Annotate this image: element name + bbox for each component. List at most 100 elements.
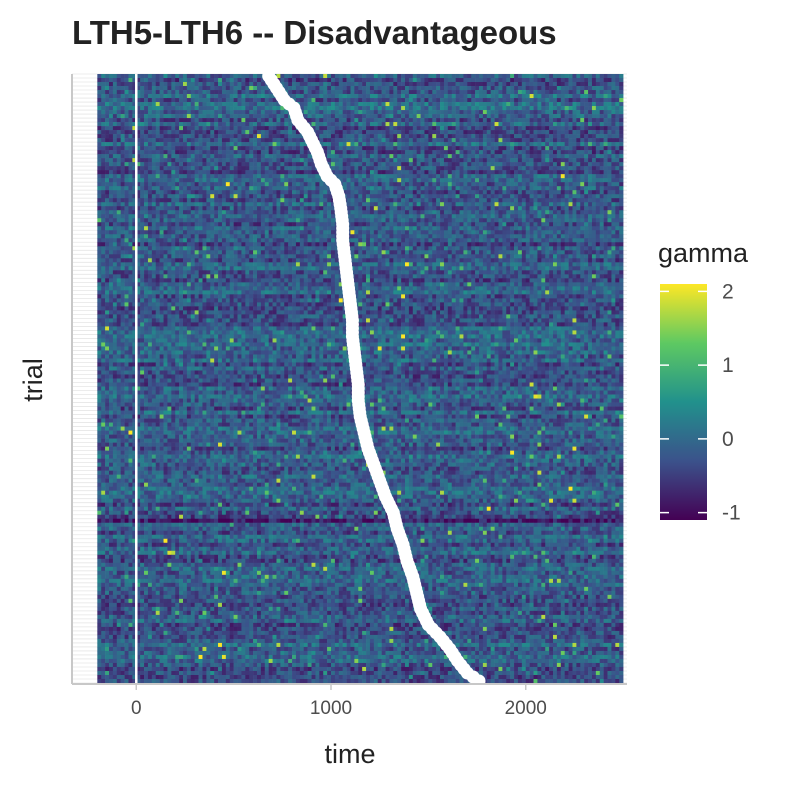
heatmap-cell <box>521 78 527 83</box>
heatmap-cell <box>420 142 425 147</box>
heatmap-cell <box>397 94 402 99</box>
heatmap-cell <box>179 210 184 215</box>
heatmap-cell <box>459 110 464 115</box>
heatmap-cell <box>323 94 328 99</box>
heatmap-cell <box>525 126 530 131</box>
heatmap-cell <box>225 98 231 103</box>
heatmap-cell <box>463 90 468 95</box>
heatmap-cell <box>471 146 476 151</box>
heatmap-cell <box>280 210 285 215</box>
heatmap-cell <box>459 182 464 187</box>
heatmap-cell <box>401 130 406 135</box>
heatmap-cell <box>183 210 188 215</box>
heatmap-cell <box>377 118 382 123</box>
heatmap-cell <box>506 150 511 155</box>
heatmap-cell <box>175 134 180 139</box>
heatmap-cell <box>97 78 102 83</box>
heatmap-cell <box>572 154 577 159</box>
heatmap-cell <box>323 146 328 151</box>
heatmap-cell <box>179 110 184 115</box>
heatmap-cell <box>595 154 601 159</box>
heatmap-cell <box>245 198 250 203</box>
heatmap-cell <box>116 102 121 107</box>
heatmap-cell <box>405 194 410 199</box>
heatmap-cell <box>541 194 546 199</box>
heatmap-cell <box>545 158 550 163</box>
heatmap-cell <box>619 206 624 211</box>
heatmap-cell <box>233 146 238 151</box>
heatmap-cell <box>101 190 106 195</box>
heatmap-cell <box>186 182 192 187</box>
heatmap-cell <box>405 74 410 79</box>
heatmap-cell <box>525 86 530 91</box>
heatmap-cell <box>136 214 141 219</box>
heatmap-cell <box>405 202 410 207</box>
heatmap-cell <box>260 166 266 171</box>
heatmap-cell <box>237 110 242 115</box>
heatmap-cell <box>576 94 581 99</box>
heatmap-cell <box>389 106 394 111</box>
heatmap-cell <box>202 138 207 143</box>
heatmap-cell <box>506 158 511 163</box>
heatmap-cell <box>533 150 538 155</box>
heatmap-cell <box>327 126 332 131</box>
heatmap-cell <box>479 182 484 187</box>
heatmap-cell <box>214 82 219 87</box>
heatmap-cell <box>354 166 359 171</box>
heatmap-cell <box>338 166 343 171</box>
heatmap-cell <box>151 170 157 175</box>
heatmap-cell <box>186 82 192 87</box>
heatmap-cell <box>214 118 219 123</box>
heatmap-cell <box>560 174 565 179</box>
heatmap-cell <box>268 126 273 131</box>
heatmap-cell <box>506 98 511 103</box>
heatmap-cell <box>272 194 277 199</box>
heatmap-cell <box>109 122 114 127</box>
heatmap-cell <box>467 190 472 195</box>
heatmap-cell <box>299 154 305 159</box>
heatmap-cell <box>151 186 157 191</box>
heatmap-cell <box>260 162 266 167</box>
heatmap-cell <box>97 118 102 123</box>
heatmap-cell <box>377 98 382 103</box>
heatmap-cell <box>568 110 573 115</box>
heatmap-cell <box>101 130 106 135</box>
heatmap-cell <box>475 78 480 83</box>
heatmap-cell <box>502 126 507 131</box>
heatmap-cell <box>619 134 624 139</box>
heatmap-cell <box>120 214 125 219</box>
heatmap-cell <box>264 146 269 151</box>
heatmap-cell <box>144 194 149 199</box>
heatmap-cell <box>163 190 168 195</box>
heatmap-cell <box>288 118 293 123</box>
heatmap-cell <box>179 114 184 119</box>
heatmap-cell <box>502 98 507 103</box>
heatmap-cell <box>443 138 449 143</box>
heatmap-cell <box>619 138 624 143</box>
heatmap-cell <box>202 106 207 111</box>
heatmap-cell <box>350 206 355 211</box>
heatmap-cell <box>366 126 371 131</box>
heatmap-cell <box>319 90 324 95</box>
heatmap-cell <box>556 106 562 111</box>
heatmap-cell <box>155 206 160 211</box>
heatmap-cell <box>190 194 195 199</box>
heatmap-cell <box>276 158 281 163</box>
heatmap-cell <box>533 214 538 219</box>
heatmap-cell <box>221 134 227 139</box>
heatmap-cell <box>440 138 445 143</box>
heatmap-cell <box>120 142 125 147</box>
heatmap-cell <box>486 78 491 83</box>
heatmap-cell <box>560 186 565 191</box>
heatmap-cell <box>502 114 507 119</box>
heatmap-cell <box>159 150 164 155</box>
heatmap-cell <box>436 114 441 119</box>
heatmap-cell <box>385 90 390 95</box>
heatmap-cell <box>412 142 417 147</box>
heatmap-cell <box>342 114 347 119</box>
heatmap-cell <box>288 82 293 87</box>
heatmap-cell <box>440 162 445 167</box>
heatmap-cell <box>490 170 495 175</box>
heatmap-cell <box>591 78 597 83</box>
heatmap-cell <box>284 214 289 219</box>
